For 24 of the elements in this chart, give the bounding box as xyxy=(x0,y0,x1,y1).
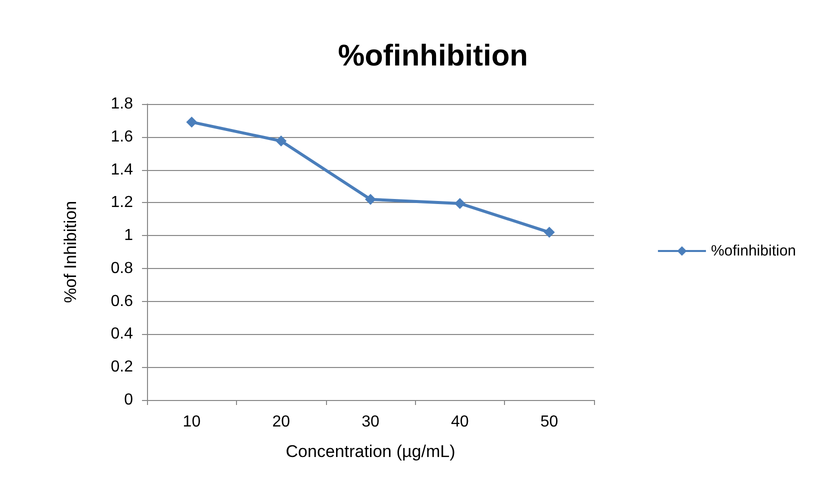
point xyxy=(454,198,466,209)
x-axis-title: Concentration (µg/mL) xyxy=(286,442,456,461)
y-tick-label: 0.4 xyxy=(110,326,134,343)
y-tick-label: 1.6 xyxy=(110,128,134,146)
x-tick-label: 50 xyxy=(540,414,558,430)
point xyxy=(276,136,287,146)
y-tick-label: 1 xyxy=(124,227,134,244)
x-tick-label: 40 xyxy=(451,414,469,430)
y-axis-title: %of Inhibition xyxy=(61,200,80,304)
y-tick-label: 0.2 xyxy=(110,358,134,376)
y-tick-label: 1.4 xyxy=(110,161,134,178)
y-tick-label: 0.8 xyxy=(110,260,134,277)
x-tick-label: 10 xyxy=(182,414,201,430)
point xyxy=(186,116,198,128)
x-tick-label: 20 xyxy=(272,414,290,430)
legend-label: %ofinhibition xyxy=(710,242,796,260)
y-tick-label: 1.2 xyxy=(110,194,134,212)
x-tick-label: 30 xyxy=(362,414,380,430)
y-tick-label: 1.8 xyxy=(110,96,134,112)
y-tick-label: 0 xyxy=(124,392,134,408)
point xyxy=(365,194,376,205)
chart-title: %ofinhibition xyxy=(338,40,528,72)
y-tick-label: 0.6 xyxy=(110,292,134,310)
point xyxy=(544,226,555,238)
